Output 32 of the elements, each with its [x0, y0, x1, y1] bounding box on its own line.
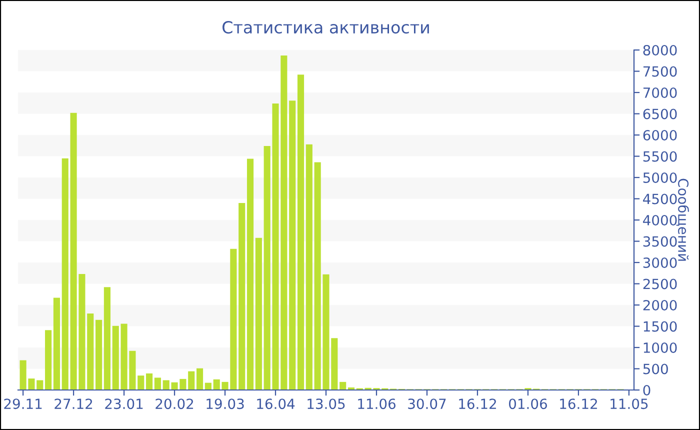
- y-tick-label: 5500: [643, 151, 677, 162]
- x-tick-label: 13.05: [308, 398, 345, 410]
- y-tick-label: 1000: [644, 342, 677, 353]
- y-tick-label: 4500: [643, 194, 677, 204]
- x-tick-label: 29.11: [4, 398, 42, 410]
- y-tick-label: 3000: [643, 257, 677, 268]
- y-tick-label: 7500: [643, 66, 677, 77]
- y-axis-title: Сообщений: [676, 178, 690, 261]
- y-tick-label: 1500: [644, 321, 677, 332]
- x-tick-label: 27.12: [54, 398, 92, 409]
- x-tick-label: 30.07: [408, 398, 446, 410]
- x-tick-label: 23.01: [105, 398, 143, 410]
- y-tick-label: 6500: [643, 108, 677, 120]
- y-tick-label: 5000: [643, 172, 677, 183]
- y-tick-label: 4000: [643, 214, 677, 226]
- x-tick-label: 11.06: [358, 398, 396, 410]
- x-tick-label: 19.03: [206, 398, 244, 410]
- x-tick-label: 11.05: [610, 398, 648, 410]
- y-tick-label: 2500: [643, 278, 677, 290]
- y-tick-label: 7000: [643, 87, 677, 98]
- y-tick-label: 0: [643, 384, 650, 396]
- y-tick-label: 2000: [643, 300, 677, 310]
- y-tick-label: 500: [643, 364, 668, 374]
- y-tick-label: 3500: [643, 236, 677, 247]
- y-tick-label: 8000: [643, 44, 677, 56]
- chart-title: Статистика активности: [222, 20, 429, 34]
- y-tick-label: 6000: [643, 130, 677, 140]
- x-tick-label: 16.12: [560, 398, 597, 410]
- x-tick-label: 16.04: [257, 398, 295, 410]
- x-tick-label: 16.12: [459, 398, 496, 410]
- x-tick-label: 01.06: [509, 398, 547, 410]
- x-tick-label: 20.02: [156, 398, 194, 410]
